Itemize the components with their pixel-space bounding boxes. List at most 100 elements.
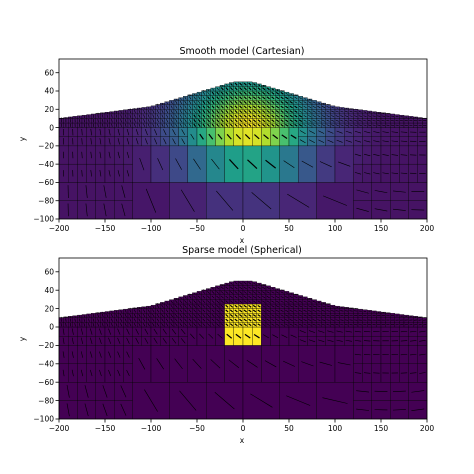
y-tick-label: 60 (44, 268, 54, 277)
vector-arrow (321, 323, 326, 326)
vector-arrow (283, 360, 295, 367)
vector-arrow (102, 123, 104, 127)
vector-arrow (317, 119, 321, 122)
vector-arrow (312, 310, 316, 312)
vector-arrow (154, 129, 158, 136)
vector-arrow (367, 124, 372, 126)
vector-arrow (298, 305, 303, 308)
vector-arrow (234, 295, 238, 299)
vector-arrow (225, 119, 229, 123)
vector-arrow (243, 91, 247, 95)
vector-arrow (271, 291, 275, 294)
vector-arrow (192, 358, 202, 369)
vector-arrow (211, 314, 215, 317)
vector-arrow (225, 304, 229, 308)
vector-arrow (207, 119, 210, 123)
vector-arrow (266, 119, 270, 123)
vector-arrow (335, 310, 339, 312)
vector-arrow (184, 96, 187, 100)
vector-arrow (280, 314, 284, 317)
vector-arrow (323, 195, 347, 206)
vector-arrow (216, 291, 220, 294)
vector-arrow (257, 100, 261, 104)
vector-arrow (363, 372, 371, 374)
vector-arrow (193, 100, 196, 104)
vector-arrow (216, 100, 220, 105)
vector-arrow (189, 94, 191, 97)
vector-arrow (121, 203, 126, 217)
vector-arrow (289, 96, 293, 99)
vector-arrow (175, 123, 178, 127)
vector-arrow (252, 110, 257, 114)
y-tick-label: −80 (38, 196, 54, 205)
vector-arrow (295, 293, 297, 296)
smooth-model-title: Smooth model (Cartesian) (179, 46, 304, 57)
vector-arrow (126, 138, 130, 145)
y-tick-label: −20 (38, 341, 54, 350)
vector-arrow (377, 120, 381, 122)
vector-arrow (193, 304, 196, 308)
vector-arrow (135, 337, 139, 344)
vector-arrow (170, 101, 173, 105)
vector-arrow (312, 305, 316, 308)
vector-arrow (266, 100, 270, 104)
vector-arrow (207, 96, 210, 100)
vector-arrow (275, 110, 280, 114)
vector-arrow (193, 158, 201, 170)
vector-arrow (225, 105, 229, 109)
vector-arrow (138, 323, 141, 327)
vector-arrow (239, 91, 243, 95)
y-tick-label: −60 (38, 378, 54, 387)
vector-arrow (344, 324, 349, 326)
vector-arrow (170, 323, 173, 327)
vector-arrow (103, 203, 107, 217)
vector-arrow (285, 123, 289, 127)
vector-arrow (71, 351, 74, 358)
vector-arrow (327, 330, 334, 333)
vector-arrow (202, 105, 206, 109)
vector-arrow (308, 110, 312, 113)
vector-arrow (220, 96, 224, 100)
vector-arrow (216, 91, 220, 95)
vector-arrow (262, 87, 266, 91)
vector-arrow (184, 323, 187, 327)
vector-arrow (207, 318, 210, 322)
vector-arrow (163, 129, 167, 136)
x-tick-label: 150 (374, 224, 389, 233)
vector-arrow (341, 107, 343, 109)
vector-arrow (138, 318, 141, 322)
vector-arrow (220, 305, 224, 308)
vector-arrow (298, 105, 303, 109)
vector-arrow (117, 369, 121, 377)
vector-arrow (364, 131, 371, 134)
y-tick-label: −40 (38, 360, 54, 369)
vector-arrow (308, 305, 312, 308)
vector-arrow (257, 114, 261, 118)
vector-arrow (143, 123, 145, 127)
vector-arrow (66, 385, 70, 398)
vector-arrow (289, 101, 293, 104)
vector-arrow (124, 309, 127, 313)
vector-arrow (175, 98, 177, 101)
vector-arrow (198, 96, 201, 100)
vector-arrow (239, 286, 243, 290)
vector-arrow (326, 124, 330, 127)
vector-arrow (317, 314, 321, 317)
vector-arrow (235, 133, 242, 140)
vector-arrow (262, 100, 266, 104)
vector-arrow (111, 114, 113, 118)
vector-arrow (92, 318, 95, 322)
vector-arrow (285, 96, 289, 100)
vector-arrow (106, 313, 109, 318)
vector-arrow (90, 369, 93, 377)
vector-arrow (156, 309, 160, 313)
vector-arrow (271, 319, 275, 322)
vector-arrow (354, 140, 362, 143)
vector-arrow (202, 119, 206, 123)
vector-arrow (303, 323, 307, 326)
vector-arrow (363, 120, 367, 122)
vector-arrow (331, 306, 334, 308)
vector-arrow (308, 119, 312, 122)
vector-arrow (239, 282, 243, 285)
vector-arrow (340, 115, 344, 117)
